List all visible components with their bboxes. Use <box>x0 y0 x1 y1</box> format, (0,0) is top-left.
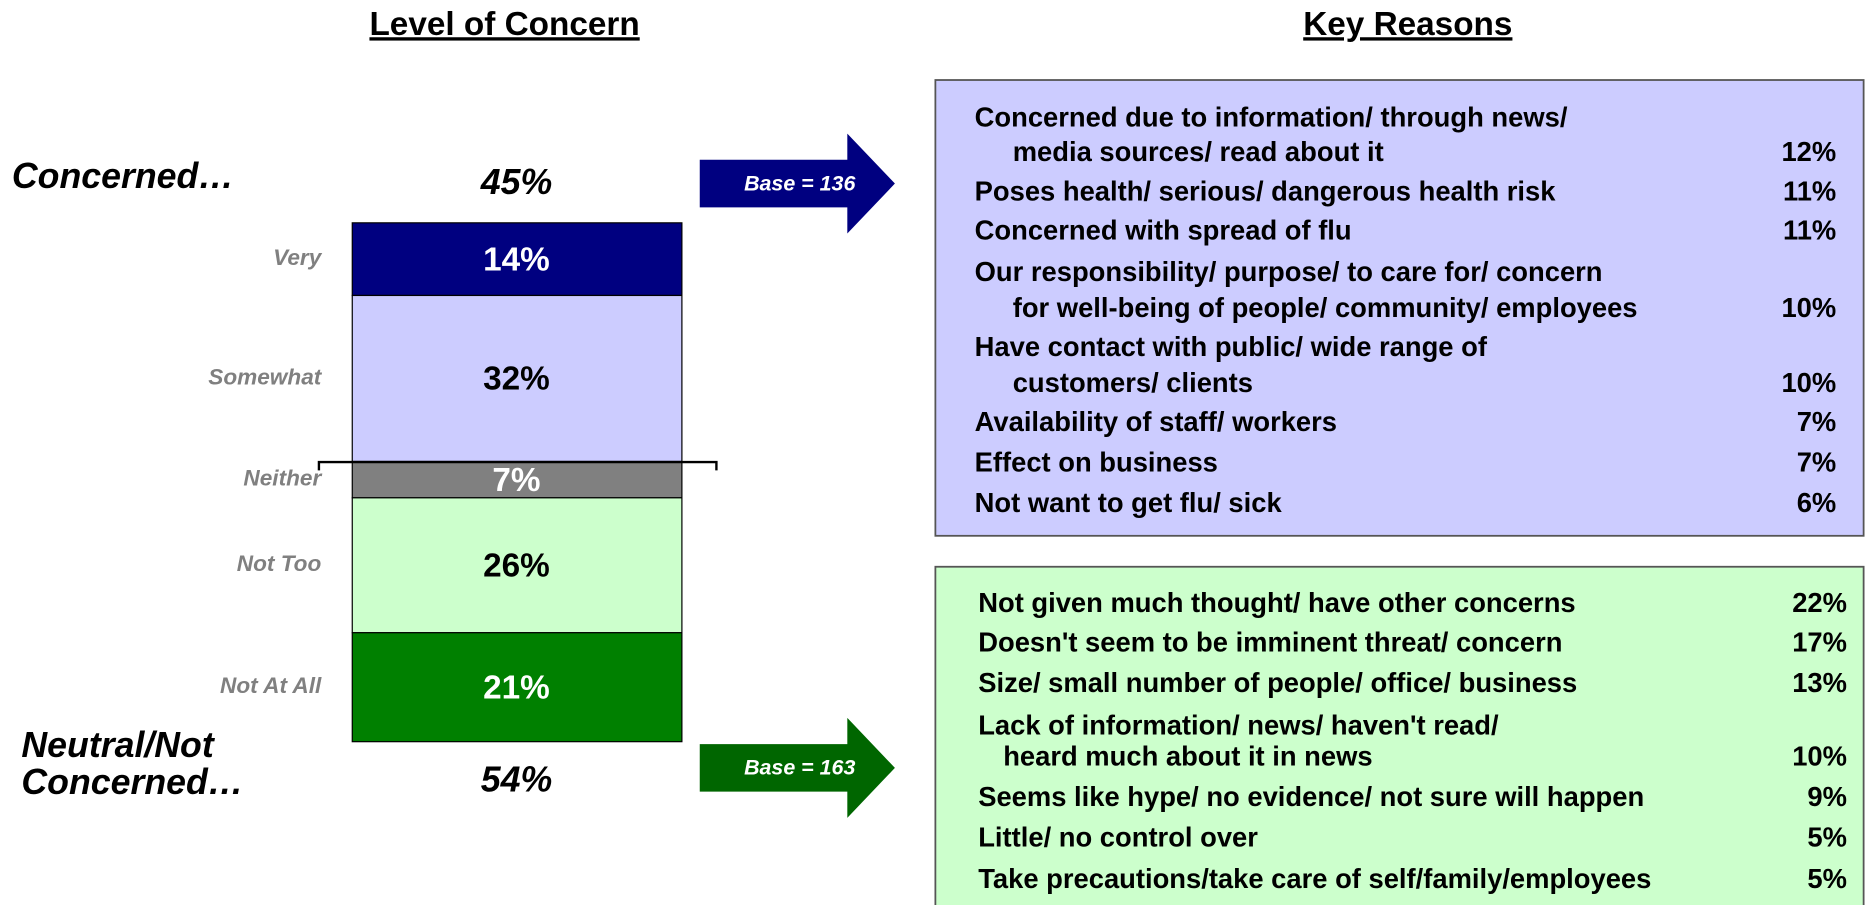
reason-pct: 9% <box>1807 781 1847 812</box>
reason-text: Have contact with public/ wide range of <box>975 331 1488 362</box>
bar-segment <box>351 632 683 743</box>
reason-text: Concerned due to information/ through ne… <box>975 102 1568 133</box>
reason-pct: 17% <box>1792 626 1847 657</box>
reason-text: Poses health/ serious/ dangerous health … <box>975 175 1557 206</box>
reason-pct: 22% <box>1792 587 1847 618</box>
arrow <box>699 133 895 234</box>
bar-segment <box>351 460 683 499</box>
concerned-box <box>934 79 1865 537</box>
bar-segment <box>351 294 683 463</box>
reason-pct: 10% <box>1781 292 1836 323</box>
category-label: Not At All <box>220 673 322 698</box>
value-label: 26% <box>483 547 550 584</box>
reason-text: Availability of staff/ workers <box>975 406 1337 437</box>
reason-text: Little/ no control over <box>978 822 1258 853</box>
reason-text: Concerned with spread of flu <box>975 215 1352 246</box>
reason-text: Not want to get flu/ sick <box>975 487 1283 518</box>
category-label: Very <box>273 245 323 270</box>
value-label: 14% <box>483 241 550 278</box>
bar-segment <box>351 497 683 634</box>
chart-title: Level of Concern <box>369 6 639 43</box>
reason-pct: 11% <box>1783 215 1836 246</box>
reason-pct: 7% <box>1797 406 1837 437</box>
reason-pct: 7% <box>1797 447 1837 478</box>
base-label: Base = 136 <box>744 171 856 195</box>
category-label: Not Too <box>237 551 322 576</box>
group-label: Neutral/Not <box>21 725 215 765</box>
value-label: 21% <box>483 669 550 706</box>
reason-text: for well-being of people/ community/ emp… <box>1013 292 1638 323</box>
group-value: 54% <box>481 760 552 800</box>
group-label: Concerned… <box>12 156 234 196</box>
base-label: Base = 163 <box>744 756 855 780</box>
not-concerned-box <box>934 565 1865 905</box>
reason-text: customers/ clients <box>1013 367 1253 398</box>
reason-pct: 11% <box>1783 175 1836 206</box>
reason-pct: 6% <box>1797 487 1837 518</box>
reason-text: Size/ small number of people/ office/ bu… <box>978 667 1577 698</box>
reason-text: Take precautions/take care of self/famil… <box>978 863 1651 894</box>
reason-text: Our responsibility/ purpose/ to care for… <box>975 256 1603 287</box>
reason-pct: 10% <box>1792 741 1847 772</box>
reason-pct: 12% <box>1781 136 1836 167</box>
reason-text: Not given much thought/ have other conce… <box>978 587 1575 618</box>
reason-text: Effect on business <box>975 447 1218 478</box>
value-label: 32% <box>483 361 550 398</box>
bracket <box>317 460 718 471</box>
reason-text: media sources/ read about it <box>1013 136 1384 167</box>
category-label: Neither <box>243 466 322 491</box>
reason-pct: 5% <box>1807 863 1847 894</box>
reason-text: Seems like hype/ no evidence/ not sure w… <box>978 781 1644 812</box>
reason-text: heard much about it in news <box>1003 741 1372 772</box>
reason-text: Lack of information/ news/ haven't read/ <box>978 710 1499 741</box>
reason-pct: 13% <box>1792 667 1847 698</box>
reason-text: Doesn't seem to be imminent threat/ conc… <box>978 626 1562 657</box>
value-label: 7% <box>492 462 540 499</box>
group-value: 45% <box>480 162 552 202</box>
group-label: Concerned… <box>21 762 243 802</box>
arrow <box>699 717 895 818</box>
category-label: Somewhat <box>208 364 323 389</box>
reasons-title: Key Reasons <box>1303 6 1512 43</box>
reason-pct: 10% <box>1781 367 1836 398</box>
reason-pct: 5% <box>1807 822 1847 853</box>
